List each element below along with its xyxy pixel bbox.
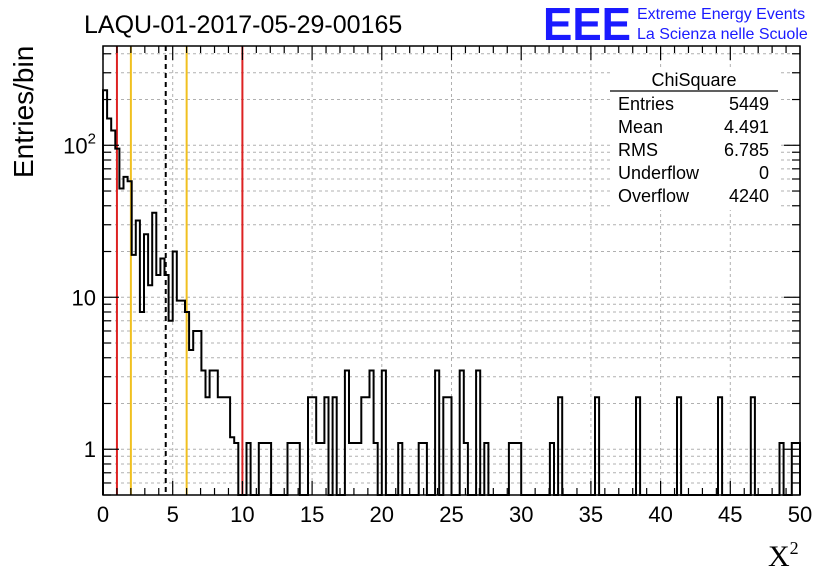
chart-title: LAQU-01-2017-05-29-00165 bbox=[84, 11, 402, 39]
eee-logo-text: EEE bbox=[543, 0, 631, 50]
stats-title: ChiSquare bbox=[651, 70, 736, 90]
brand-line-1: Extreme Energy Events bbox=[637, 6, 805, 23]
grid bbox=[103, 46, 800, 495]
stats-row-label: Overflow bbox=[618, 186, 690, 206]
stats-row-value: 4240 bbox=[729, 186, 769, 206]
x-tick-label: 35 bbox=[579, 502, 603, 527]
x-axis-label-superscript: 2 bbox=[790, 538, 799, 558]
stats-row-label: Entries bbox=[618, 94, 674, 114]
x-tick-label: 10 bbox=[230, 502, 254, 527]
x-tick-label: 0 bbox=[97, 502, 109, 527]
stats-box-background bbox=[610, 68, 778, 210]
x-tick-label: 50 bbox=[788, 502, 812, 527]
x-axis-label: X2 bbox=[768, 538, 799, 572]
y-axis-label: Entries/bin bbox=[8, 46, 39, 178]
y-tick-label: 1 bbox=[84, 437, 96, 462]
y-tick-label: 102 bbox=[63, 130, 96, 158]
stats-rows: Entries 5449 Mean 4.491 RMS 6.785 Underflow 0 Ov… bbox=[618, 94, 769, 206]
x-tick-label: 20 bbox=[370, 502, 394, 527]
stats-row-label: Mean bbox=[618, 117, 663, 137]
stats-row-label: RMS bbox=[618, 140, 658, 160]
stats-row-value: 5449 bbox=[729, 94, 769, 114]
x-tick-label: 45 bbox=[718, 502, 742, 527]
stats-row-value: 0 bbox=[759, 163, 769, 183]
eee-logo: EEE Extreme Energy Events La Scienza nel… bbox=[543, 0, 808, 50]
stats-row-value: 4.491 bbox=[724, 117, 769, 137]
x-tick-label: 30 bbox=[509, 502, 533, 527]
axis-ticks bbox=[102, 46, 801, 496]
x-axis-label-base: X bbox=[768, 540, 790, 572]
x-tick-label: 5 bbox=[167, 502, 179, 527]
stats-row-label: Underflow bbox=[618, 163, 700, 183]
y-tick-label: 10 bbox=[72, 285, 96, 310]
reference-lines bbox=[115, 46, 244, 495]
stats-row-value: 6.785 bbox=[724, 140, 769, 160]
y-tick-labels: 1 10 102 bbox=[63, 130, 96, 462]
stats-box: ChiSquare Entries 5449 Mean 4.491 RMS 6.785 Un… bbox=[610, 68, 778, 210]
x-tick-labels: 0 5 10 15 20 25 30 35 40 45 50 bbox=[97, 502, 812, 527]
x-tick-label: 25 bbox=[439, 502, 463, 527]
x-tick-label: 15 bbox=[300, 502, 324, 527]
x-tick-label: 40 bbox=[648, 502, 672, 527]
brand-line-2: La Scienza nelle Scuole bbox=[637, 26, 808, 43]
